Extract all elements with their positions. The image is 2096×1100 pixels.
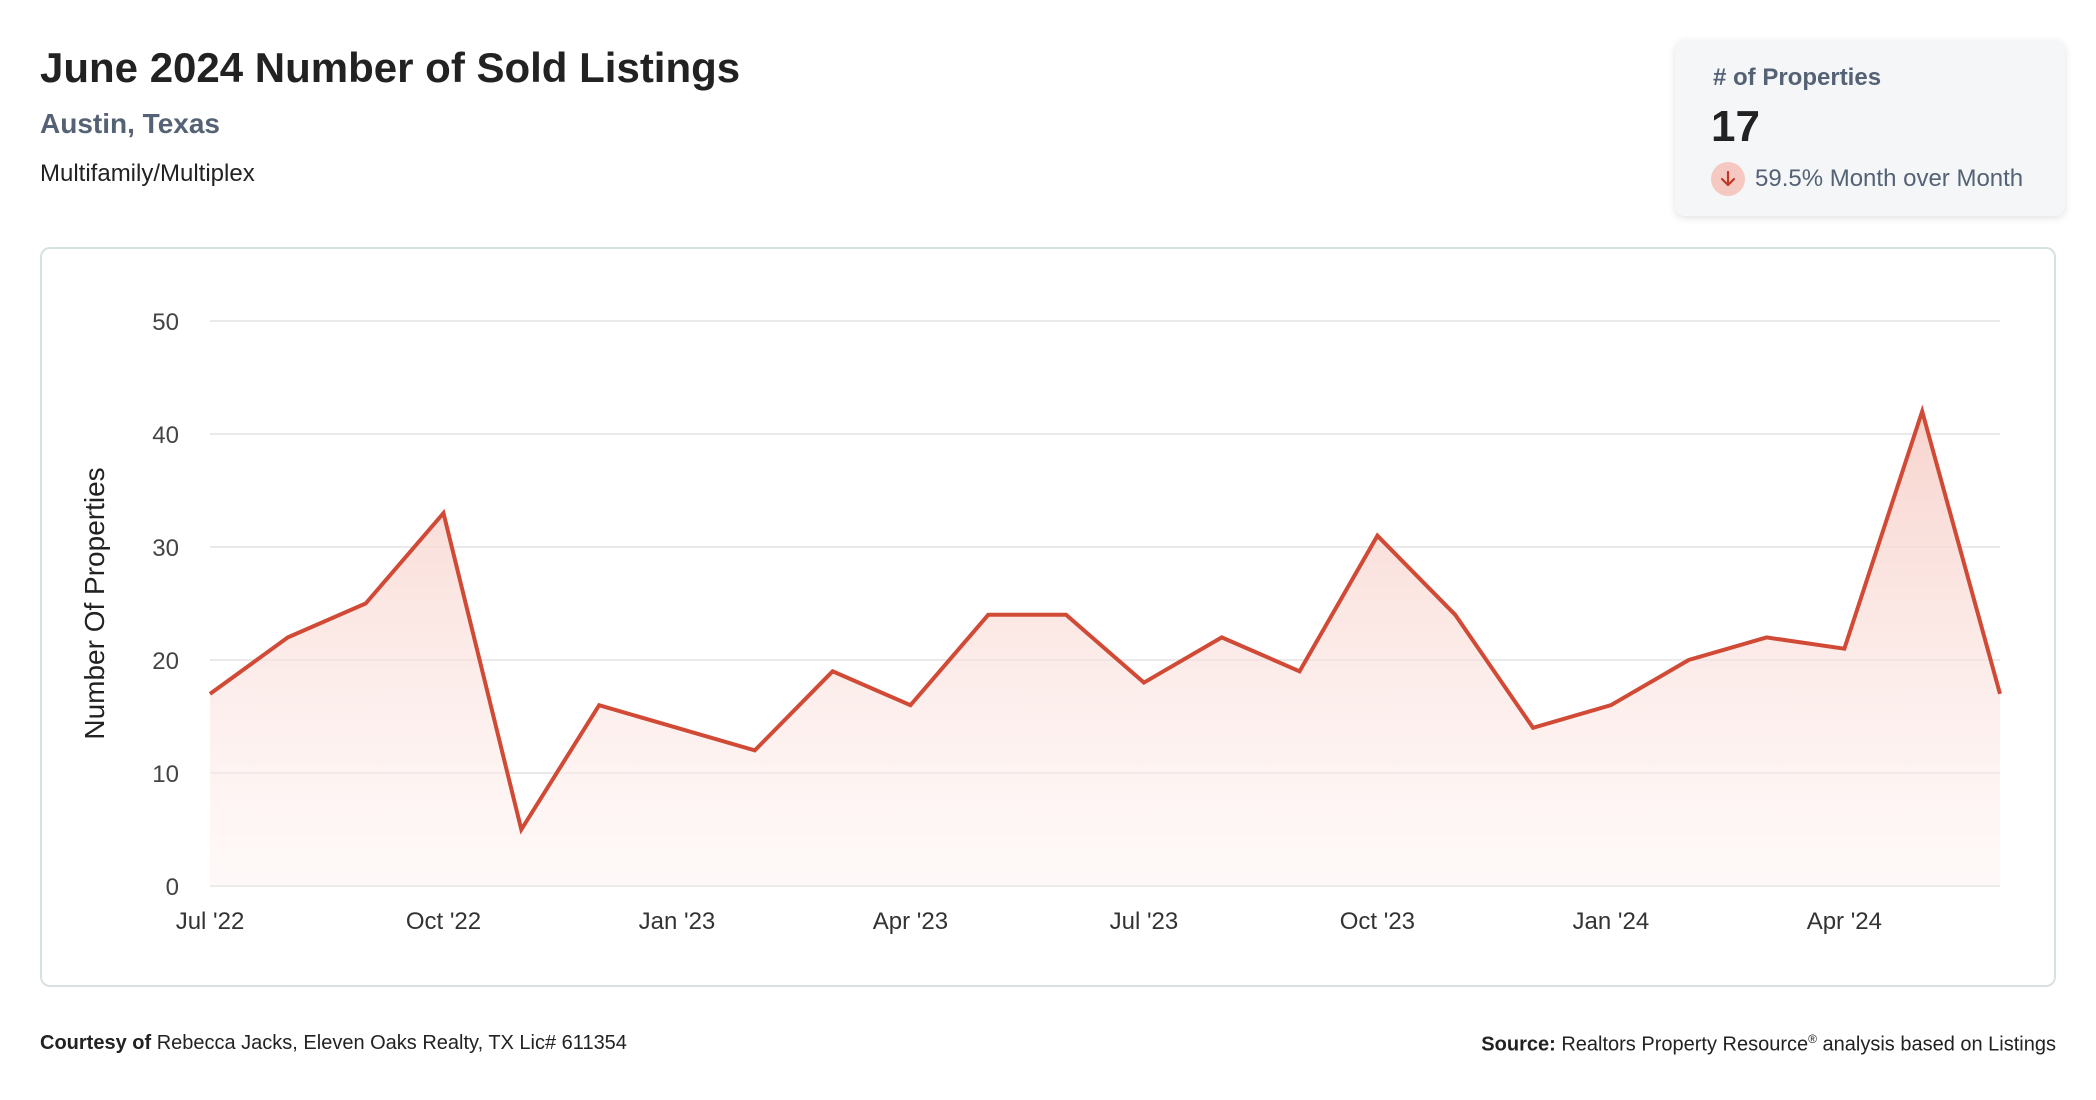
property-category: Multifamily/Multiplex: [40, 160, 255, 187]
source-name: Realtors Property Resource: [1561, 1033, 1809, 1056]
kpi-change: 59.5% Month over Month: [1711, 162, 2023, 196]
data-point[interactable]: [905, 700, 915, 710]
source-label: Source:: [1481, 1033, 1556, 1056]
x-tick-label: Jan '23: [639, 908, 716, 935]
data-point[interactable]: [828, 666, 838, 676]
x-tick-label: Jul '23: [1110, 908, 1179, 935]
y-tick-label: 40: [152, 422, 179, 449]
kpi-value: 17: [1711, 102, 1760, 151]
source-text: analysis based on Listings: [1822, 1033, 2056, 1056]
data-point[interactable]: [1139, 678, 1149, 688]
x-tick-label: Jul '22: [176, 908, 245, 935]
y-tick-label: 30: [152, 535, 179, 562]
data-point[interactable]: [1061, 610, 1071, 620]
source-footer: Source: Realtors Property Resource® anal…: [1481, 1032, 2056, 1057]
arrow-down-icon: [1711, 162, 1745, 196]
data-point[interactable]: [1528, 723, 1538, 733]
data-point[interactable]: [361, 599, 371, 609]
data-point[interactable]: [1372, 531, 1382, 541]
location-subtitle: Austin, Texas: [40, 108, 220, 139]
data-point[interactable]: [1684, 655, 1694, 665]
data-point[interactable]: [516, 825, 526, 835]
data-point[interactable]: [1762, 632, 1772, 642]
data-point[interactable]: [283, 632, 293, 642]
data-point[interactable]: [1450, 610, 1460, 620]
data-point[interactable]: [983, 610, 993, 620]
data-point[interactable]: [1217, 632, 1227, 642]
x-tick-label: Jan '24: [1573, 908, 1650, 935]
courtesy-footer: Courtesy of Rebecca Jacks, Eleven Oaks R…: [40, 1032, 627, 1055]
kpi-card: # of Properties 17 59.5% Month over Mont…: [1675, 40, 2065, 216]
x-tick-label: Apr '24: [1807, 908, 1882, 935]
data-point[interactable]: [438, 508, 448, 518]
data-point[interactable]: [750, 745, 760, 755]
series-line: [208, 404, 2002, 835]
x-tick-label: Apr '23: [873, 908, 948, 935]
kpi-label: # of Properties: [1713, 64, 1882, 91]
registered-mark: ®: [1808, 1032, 1817, 1046]
data-point[interactable]: [1295, 666, 1305, 676]
y-tick-label: 0: [166, 874, 179, 901]
kpi-change-text: 59.5% Month over Month: [1755, 165, 2024, 192]
line-chart: 0 10 20 30 40 50 Jul '22 Oct '22 Jan '23 Apr '23 J…: [79, 309, 2005, 935]
data-point[interactable]: [594, 700, 604, 710]
page-title: June 2024 Number of Sold Listings: [40, 44, 741, 91]
data-point[interactable]: [1606, 700, 1616, 710]
y-tick-label: 10: [152, 761, 179, 788]
data-point[interactable]: [1917, 406, 1927, 416]
y-tick-label: 20: [152, 648, 179, 675]
x-tick-label: Oct '23: [1340, 908, 1415, 935]
data-point[interactable]: [672, 723, 682, 733]
data-point[interactable]: [205, 689, 215, 699]
x-tick-label: Oct '22: [406, 908, 481, 935]
data-point[interactable]: [1995, 689, 2005, 699]
courtesy-label: Courtesy of: [40, 1032, 152, 1054]
data-point[interactable]: [1839, 644, 1849, 654]
courtesy-text: Rebecca Jacks, Eleven Oaks Realty, TX Li…: [156, 1032, 627, 1054]
chart-panel: 0 10 20 30 40 50 Jul '22 Oct '22 Jan '23 Apr '23 J…: [40, 247, 2056, 987]
y-axis-label: Number Of Properties: [79, 467, 110, 739]
y-tick-label: 50: [152, 309, 179, 336]
